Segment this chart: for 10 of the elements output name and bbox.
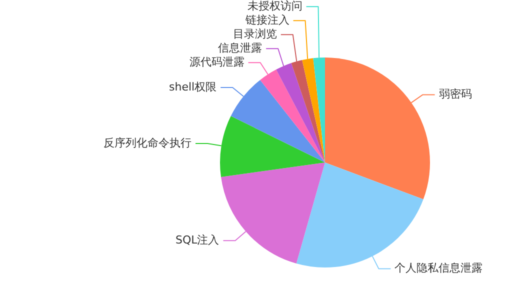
slice-label: 弱密码 xyxy=(438,88,472,101)
slice-label: SQL注入 xyxy=(175,233,220,246)
slice-label: 源代码泄露 xyxy=(189,55,244,68)
slice-label: 链接注入 xyxy=(244,13,290,26)
slice-label: 个人隐私信息泄露 xyxy=(394,262,483,275)
slice-label: 目录浏览 xyxy=(232,27,277,40)
slice-label: 未授权访问 xyxy=(247,0,302,12)
slice-label: 反序列化命令执行 xyxy=(104,136,192,150)
slice-label: shell权限 xyxy=(169,80,217,94)
slice-label: 信息泄露 xyxy=(218,41,262,54)
